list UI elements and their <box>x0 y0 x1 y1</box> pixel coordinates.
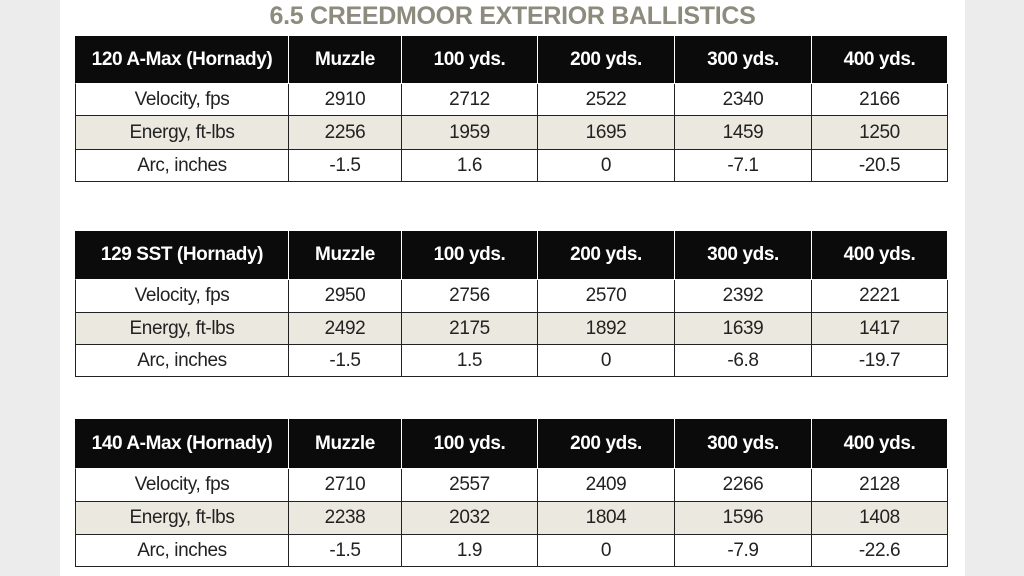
table-cell: 2409 <box>538 469 675 502</box>
header-cell: 200 yds. <box>538 419 675 469</box>
header-cell: 100 yds. <box>402 419 538 469</box>
content-panel <box>60 0 965 576</box>
table-cell: 1.6 <box>402 150 538 182</box>
header-cell: Muzzle <box>289 36 402 84</box>
table-cell: 2256 <box>289 116 402 150</box>
table-cell: 2710 <box>289 469 402 502</box>
table-cell: 2166 <box>812 84 948 116</box>
table-cell: 1596 <box>675 502 812 535</box>
table-cell: 2340 <box>675 84 812 116</box>
header-cell: 400 yds. <box>812 231 948 280</box>
table-cell: 2522 <box>538 84 675 116</box>
row-label: Energy, ft-lbs <box>75 313 289 345</box>
table-cell: 1408 <box>812 502 948 535</box>
table-cell: -1.5 <box>289 535 402 567</box>
table-cell: -22.6 <box>812 535 948 567</box>
row-label: Velocity, fps <box>75 280 289 313</box>
header-cell: 100 yds. <box>402 36 538 84</box>
table-cell: 1459 <box>675 116 812 150</box>
header-cell: 100 yds. <box>402 231 538 280</box>
row-label: Velocity, fps <box>75 469 289 502</box>
table-cell: 2221 <box>812 280 948 313</box>
table-cell: 2712 <box>402 84 538 116</box>
header-cell: 120 A-Max (Hornady) <box>75 36 289 84</box>
header-cell: 200 yds. <box>538 36 675 84</box>
header-cell: 400 yds. <box>812 419 948 469</box>
table-cell: 2175 <box>402 313 538 345</box>
table-cell: 0 <box>538 535 675 567</box>
header-cell: 300 yds. <box>675 231 812 280</box>
table-cell: 2266 <box>675 469 812 502</box>
table-cell: 2910 <box>289 84 402 116</box>
table-cell: -1.5 <box>289 345 402 377</box>
header-cell: 300 yds. <box>675 419 812 469</box>
table-cell: 1804 <box>538 502 675 535</box>
table-cell: 1.5 <box>402 345 538 377</box>
header-cell: 129 SST (Hornady) <box>75 231 289 280</box>
table-cell: -7.9 <box>675 535 812 567</box>
header-cell: 400 yds. <box>812 36 948 84</box>
table-cell: 1695 <box>538 116 675 150</box>
table-cell: 2032 <box>402 502 538 535</box>
row-label: Arc, inches <box>75 150 289 182</box>
table-cell: 0 <box>538 150 675 182</box>
table-cell: 1639 <box>675 313 812 345</box>
row-label: Energy, ft-lbs <box>75 502 289 535</box>
table-cell: -6.8 <box>675 345 812 377</box>
table-cell: 1892 <box>538 313 675 345</box>
table-cell: 1.9 <box>402 535 538 567</box>
table-cell: 2392 <box>675 280 812 313</box>
table-cell: 1250 <box>812 116 948 150</box>
table-cell: -1.5 <box>289 150 402 182</box>
header-cell: Muzzle <box>289 231 402 280</box>
row-label: Velocity, fps <box>75 84 289 116</box>
row-label: Arc, inches <box>75 345 289 377</box>
table-cell: 2570 <box>538 280 675 313</box>
header-cell: Muzzle <box>289 419 402 469</box>
page-title: 6.5 CREEDMOOR EXTERIOR BALLISTICS <box>269 2 756 30</box>
table-cell: 2128 <box>812 469 948 502</box>
table-cell: 2756 <box>402 280 538 313</box>
table-cell: 0 <box>538 345 675 377</box>
table-cell: 2950 <box>289 280 402 313</box>
header-cell: 200 yds. <box>538 231 675 280</box>
table-cell: 2557 <box>402 469 538 502</box>
table-cell: 2238 <box>289 502 402 535</box>
row-label: Energy, ft-lbs <box>75 116 289 150</box>
table-cell: 2492 <box>289 313 402 345</box>
row-label: Arc, inches <box>75 535 289 567</box>
table-cell: -20.5 <box>812 150 948 182</box>
header-cell: 140 A-Max (Hornady) <box>75 419 289 469</box>
header-cell: 300 yds. <box>675 36 812 84</box>
table-cell: 1417 <box>812 313 948 345</box>
table-cell: -7.1 <box>675 150 812 182</box>
table-cell: -19.7 <box>812 345 948 377</box>
table-cell: 1959 <box>402 116 538 150</box>
